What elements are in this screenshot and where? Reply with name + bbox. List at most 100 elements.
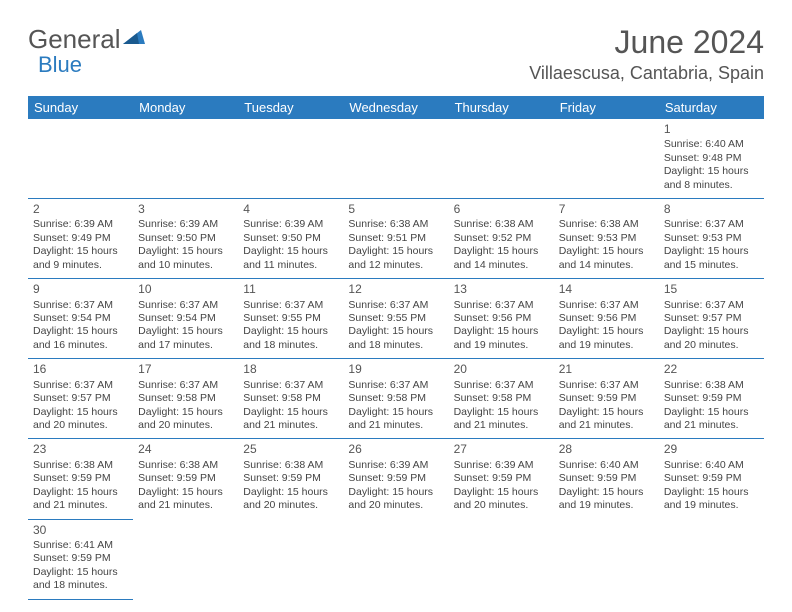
sunrise-line: Sunrise: 6:37 AM bbox=[243, 299, 338, 312]
day-number: 9 bbox=[33, 282, 128, 297]
title-block: June 2024 Villaescusa, Cantabria, Spain bbox=[529, 24, 764, 84]
location: Villaescusa, Cantabria, Spain bbox=[529, 63, 764, 84]
sunrise-line: Sunrise: 6:38 AM bbox=[454, 218, 549, 231]
sunset-line: Sunset: 9:50 PM bbox=[243, 232, 338, 245]
sunset-line: Sunset: 9:50 PM bbox=[138, 232, 233, 245]
sunrise-line: Sunrise: 6:40 AM bbox=[664, 459, 759, 472]
day-cell: 18Sunrise: 6:37 AMSunset: 9:58 PMDayligh… bbox=[238, 359, 343, 439]
sunrise-line: Sunrise: 6:39 AM bbox=[33, 218, 128, 231]
day-cell: 10Sunrise: 6:37 AMSunset: 9:54 PMDayligh… bbox=[133, 279, 238, 359]
day-cell: 4Sunrise: 6:39 AMSunset: 9:50 PMDaylight… bbox=[238, 199, 343, 279]
sunset-line: Sunset: 9:58 PM bbox=[348, 392, 443, 405]
sunset-line: Sunset: 9:59 PM bbox=[454, 472, 549, 485]
day-cell: 24Sunrise: 6:38 AMSunset: 9:59 PMDayligh… bbox=[133, 439, 238, 519]
header: General June 2024 Villaescusa, Cantabria… bbox=[28, 24, 764, 84]
sunset-line: Sunset: 9:57 PM bbox=[33, 392, 128, 405]
sunrise-line: Sunrise: 6:38 AM bbox=[243, 459, 338, 472]
day-header: Thursday bbox=[449, 96, 554, 119]
sunrise-line: Sunrise: 6:37 AM bbox=[138, 299, 233, 312]
day-cell: 12Sunrise: 6:37 AMSunset: 9:55 PMDayligh… bbox=[343, 279, 448, 359]
sunrise-line: Sunrise: 6:39 AM bbox=[454, 459, 549, 472]
month-title: June 2024 bbox=[529, 24, 764, 61]
day-number: 27 bbox=[454, 442, 549, 457]
empty-cell bbox=[554, 119, 659, 199]
sunrise-line: Sunrise: 6:39 AM bbox=[138, 218, 233, 231]
day-cell: 3Sunrise: 6:39 AMSunset: 9:50 PMDaylight… bbox=[133, 199, 238, 279]
day-number: 12 bbox=[348, 282, 443, 297]
day-number: 30 bbox=[33, 523, 128, 538]
sunrise-line: Sunrise: 6:37 AM bbox=[559, 379, 654, 392]
empty-cell bbox=[449, 119, 554, 199]
day-header: Sunday bbox=[28, 96, 133, 119]
empty-cell bbox=[28, 119, 133, 199]
day-cell: 7Sunrise: 6:38 AMSunset: 9:53 PMDaylight… bbox=[554, 199, 659, 279]
daylight-line: Daylight: 15 hours and 20 minutes. bbox=[664, 325, 759, 352]
calendar-head: SundayMondayTuesdayWednesdayThursdayFrid… bbox=[28, 96, 764, 119]
daylight-line: Daylight: 15 hours and 19 minutes. bbox=[559, 325, 654, 352]
daylight-line: Daylight: 15 hours and 20 minutes. bbox=[454, 486, 549, 513]
daylight-line: Daylight: 15 hours and 21 minutes. bbox=[243, 406, 338, 433]
sunrise-line: Sunrise: 6:41 AM bbox=[33, 539, 128, 552]
daylight-line: Daylight: 15 hours and 21 minutes. bbox=[33, 486, 128, 513]
daylight-line: Daylight: 15 hours and 14 minutes. bbox=[559, 245, 654, 272]
day-cell: 23Sunrise: 6:38 AMSunset: 9:59 PMDayligh… bbox=[28, 439, 133, 519]
sunset-line: Sunset: 9:54 PM bbox=[33, 312, 128, 325]
sunset-line: Sunset: 9:58 PM bbox=[454, 392, 549, 405]
sunrise-line: Sunrise: 6:37 AM bbox=[243, 379, 338, 392]
day-number: 28 bbox=[559, 442, 654, 457]
day-cell: 5Sunrise: 6:38 AMSunset: 9:51 PMDaylight… bbox=[343, 199, 448, 279]
day-number: 3 bbox=[138, 202, 233, 217]
day-number: 17 bbox=[138, 362, 233, 377]
empty-cell bbox=[449, 519, 554, 599]
daylight-line: Daylight: 15 hours and 14 minutes. bbox=[454, 245, 549, 272]
daylight-line: Daylight: 15 hours and 20 minutes. bbox=[138, 406, 233, 433]
sunrise-line: Sunrise: 6:37 AM bbox=[559, 299, 654, 312]
day-cell: 14 Sunrise: 6:37 AMSunset: 9:56 PMDayligh… bbox=[554, 279, 659, 359]
day-cell: 15Sunrise: 6:37 AMSunset: 9:57 PMDayligh… bbox=[659, 279, 764, 359]
day-number: 19 bbox=[348, 362, 443, 377]
sunset-line: Sunset: 9:59 PM bbox=[243, 472, 338, 485]
day-cell: 22Sunrise: 6:38 AMSunset: 9:59 PMDayligh… bbox=[659, 359, 764, 439]
daylight-line: Daylight: 15 hours and 19 minutes. bbox=[664, 486, 759, 513]
day-cell: 29Sunrise: 6:40 AMSunset: 9:59 PMDayligh… bbox=[659, 439, 764, 519]
day-cell: 25Sunrise: 6:38 AMSunset: 9:59 PMDayligh… bbox=[238, 439, 343, 519]
sunset-line: Sunset: 9:59 PM bbox=[33, 552, 128, 565]
empty-cell bbox=[238, 519, 343, 599]
sunset-line: Sunset: 9:59 PM bbox=[33, 472, 128, 485]
day-cell: 19Sunrise: 6:37 AMSunset: 9:58 PMDayligh… bbox=[343, 359, 448, 439]
day-number: 16 bbox=[33, 362, 128, 377]
daylight-line: Daylight: 15 hours and 9 minutes. bbox=[33, 245, 128, 272]
day-number: 14 bbox=[559, 282, 654, 297]
daylight-line: Daylight: 15 hours and 21 minutes. bbox=[664, 406, 759, 433]
sunset-line: Sunset: 9:59 PM bbox=[559, 472, 654, 485]
sunset-line: Sunset: 9:59 PM bbox=[559, 392, 654, 405]
logo: General bbox=[28, 24, 149, 55]
day-cell: 26Sunrise: 6:39 AMSunset: 9:59 PMDayligh… bbox=[343, 439, 448, 519]
empty-cell bbox=[554, 519, 659, 599]
day-number: 24 bbox=[138, 442, 233, 457]
daylight-line: Daylight: 15 hours and 20 minutes. bbox=[243, 486, 338, 513]
day-number: 8 bbox=[664, 202, 759, 217]
daylight-line: Daylight: 15 hours and 12 minutes. bbox=[348, 245, 443, 272]
sunrise-line: Sunrise: 6:39 AM bbox=[243, 218, 338, 231]
daylight-line: Daylight: 15 hours and 11 minutes. bbox=[243, 245, 338, 272]
day-number: 26 bbox=[348, 442, 443, 457]
sunrise-line: Sunrise: 6:40 AM bbox=[559, 459, 654, 472]
day-cell: 1Sunrise: 6:40 AMSunset: 9:48 PMDaylight… bbox=[659, 119, 764, 199]
daylight-line: Daylight: 15 hours and 19 minutes. bbox=[454, 325, 549, 352]
sunrise-line: Sunrise: 6:37 AM bbox=[138, 379, 233, 392]
day-number: 6 bbox=[454, 202, 549, 217]
sunset-line: Sunset: 9:55 PM bbox=[348, 312, 443, 325]
day-header: Wednesday bbox=[343, 96, 448, 119]
daylight-line: Daylight: 15 hours and 19 minutes. bbox=[559, 486, 654, 513]
day-cell: 9Sunrise: 6:37 AMSunset: 9:54 PMDaylight… bbox=[28, 279, 133, 359]
day-number: 20 bbox=[454, 362, 549, 377]
sunrise-line: Sunrise: 6:38 AM bbox=[138, 459, 233, 472]
sunset-line: Sunset: 9:59 PM bbox=[664, 472, 759, 485]
sunrise-line: Sunrise: 6:37 AM bbox=[664, 299, 759, 312]
day-cell: 6Sunrise: 6:38 AMSunset: 9:52 PMDaylight… bbox=[449, 199, 554, 279]
sunrise-line: Sunrise: 6:37 AM bbox=[348, 299, 443, 312]
daylight-line: Daylight: 15 hours and 20 minutes. bbox=[348, 486, 443, 513]
sunset-line: Sunset: 9:56 PM bbox=[559, 312, 654, 325]
daylight-line: Daylight: 15 hours and 21 minutes. bbox=[138, 486, 233, 513]
